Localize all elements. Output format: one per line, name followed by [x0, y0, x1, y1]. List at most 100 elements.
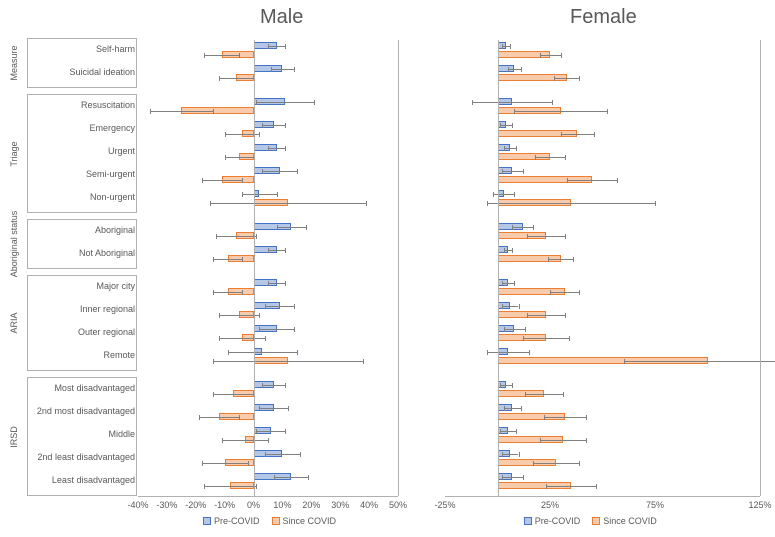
- error-cap: [248, 461, 249, 466]
- error-bar: [277, 227, 306, 228]
- error-cap: [225, 155, 226, 160]
- female-panel-title: Female: [570, 6, 637, 29]
- error-cap: [519, 452, 520, 457]
- error-cap: [265, 452, 266, 457]
- error-cap: [487, 201, 488, 206]
- error-bar: [262, 125, 285, 126]
- error-cap: [579, 461, 580, 466]
- legend-label: Since COVID: [283, 516, 337, 526]
- error-cap: [525, 392, 526, 397]
- female-legend: Pre-COVIDSince COVID: [524, 516, 657, 526]
- error-cap: [242, 257, 243, 262]
- error-bar: [527, 315, 565, 316]
- x-tick: 40%: [360, 500, 378, 510]
- error-cap: [265, 304, 266, 309]
- female-x-axis: [445, 496, 760, 497]
- error-cap: [523, 475, 524, 480]
- error-bar: [256, 102, 314, 103]
- error-cap: [199, 415, 200, 420]
- error-bar: [487, 203, 655, 204]
- error-cap: [540, 53, 541, 58]
- error-cap: [512, 248, 513, 253]
- group-label: Measure: [9, 45, 19, 80]
- error-cap: [617, 178, 618, 183]
- error-cap: [554, 76, 555, 81]
- error-cap: [204, 53, 205, 58]
- error-cap: [314, 100, 315, 105]
- error-cap: [242, 178, 243, 183]
- error-bar: [274, 477, 309, 478]
- error-bar: [502, 283, 515, 284]
- error-cap: [596, 484, 597, 489]
- male-x-axis: [138, 496, 398, 497]
- error-cap: [561, 132, 562, 137]
- error-cap: [259, 406, 260, 411]
- error-cap: [525, 327, 526, 332]
- error-cap: [516, 429, 517, 434]
- error-cap: [268, 146, 269, 151]
- error-cap: [277, 192, 278, 197]
- error-cap: [493, 192, 494, 197]
- error-bar: [204, 55, 239, 56]
- error-cap: [259, 313, 260, 318]
- error-bar: [242, 194, 277, 195]
- error-cap: [285, 429, 286, 434]
- error-cap: [472, 100, 473, 105]
- error-bar: [268, 148, 285, 149]
- error-cap: [213, 257, 214, 262]
- x-tick: -20%: [185, 500, 206, 510]
- x-tick: -10%: [214, 500, 235, 510]
- error-cap: [222, 438, 223, 443]
- error-cap: [285, 44, 286, 49]
- error-cap: [268, 44, 269, 49]
- error-cap: [533, 225, 534, 230]
- error-cap: [502, 169, 503, 174]
- error-bar: [544, 417, 586, 418]
- error-cap: [565, 313, 566, 318]
- error-bar: [550, 292, 579, 293]
- error-cap: [502, 44, 503, 49]
- error-cap: [297, 169, 298, 174]
- error-cap: [225, 132, 226, 137]
- error-bar: [540, 440, 586, 441]
- error-bar: [502, 171, 523, 172]
- error-cap: [529, 350, 530, 355]
- error-cap: [242, 290, 243, 295]
- x-tick: 30%: [331, 500, 349, 510]
- error-cap: [262, 123, 263, 128]
- error-bar: [504, 148, 517, 149]
- error-bar: [504, 329, 525, 330]
- error-bar: [202, 180, 242, 181]
- error-cap: [268, 281, 269, 286]
- error-cap: [523, 336, 524, 341]
- female-panel-border: [760, 40, 761, 496]
- legend-label: Pre-COVID: [535, 516, 581, 526]
- error-cap: [239, 415, 240, 420]
- male-panel-title: Male: [260, 6, 303, 29]
- error-bar: [262, 385, 285, 386]
- error-cap: [271, 67, 272, 72]
- error-cap: [546, 484, 547, 489]
- legend-swatch: [272, 517, 280, 525]
- error-cap: [277, 225, 278, 230]
- error-cap: [202, 461, 203, 466]
- error-cap: [523, 169, 524, 174]
- error-bar: [493, 194, 514, 195]
- error-bar: [500, 385, 513, 386]
- error-bar: [540, 55, 561, 56]
- error-cap: [586, 415, 587, 420]
- error-cap: [567, 178, 568, 183]
- error-cap: [500, 123, 501, 128]
- error-bar: [508, 69, 521, 70]
- error-cap: [265, 336, 266, 341]
- error-bar: [554, 78, 579, 79]
- error-cap: [228, 350, 229, 355]
- error-bar: [219, 78, 254, 79]
- error-cap: [259, 132, 260, 137]
- x-tick: -40%: [127, 500, 148, 510]
- error-cap: [500, 429, 501, 434]
- error-cap: [527, 313, 528, 318]
- legend-item: Pre-COVID: [524, 516, 581, 526]
- error-bar: [216, 236, 256, 237]
- error-cap: [219, 336, 220, 341]
